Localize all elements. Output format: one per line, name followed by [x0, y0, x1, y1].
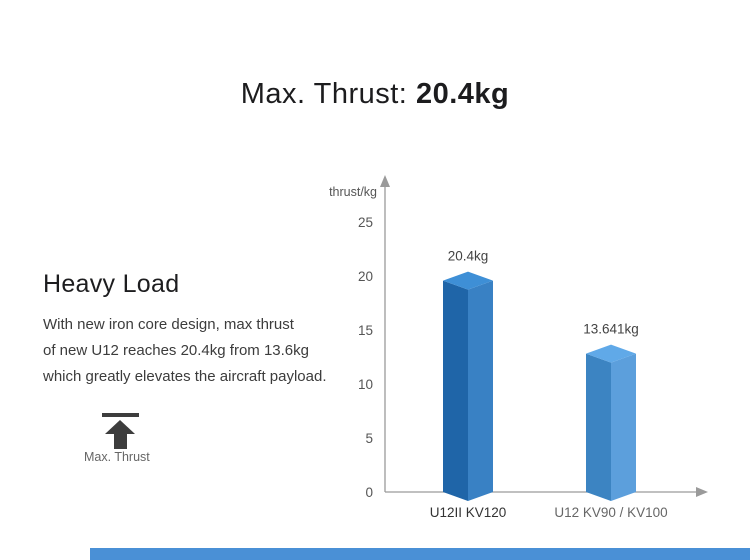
bar-category-label: U12II KV120	[430, 505, 507, 520]
y-tick-label: 5	[365, 431, 373, 446]
bar-top-face	[443, 271, 493, 290]
y-tick-label: 15	[358, 323, 373, 338]
bar-right-face	[468, 280, 493, 501]
y-tick-label: 10	[358, 377, 373, 392]
bar-top-face	[586, 344, 636, 363]
bar-category-label: U12 KV90 / KV100	[554, 505, 667, 520]
icon-arrow-stem	[114, 433, 127, 449]
bar-left-face	[586, 353, 611, 501]
title-regular: Max. Thrust:	[240, 78, 416, 110]
bar-value-label: 20.4kg	[448, 249, 489, 264]
footer-accent-bar	[90, 548, 750, 560]
section-body: With new iron core design, max thrust of…	[43, 312, 373, 390]
body-line-2: of new U12 reaches 20.4kg from 13.6kg	[43, 342, 309, 359]
body-line-1: With new iron core design, max thrust	[43, 316, 294, 333]
page-title: Max. Thrust: 20.4kg	[0, 78, 750, 111]
y-axis-title: thrust/kg	[329, 185, 377, 199]
max-thrust-icon-label: Max. Thrust	[84, 450, 150, 464]
x-axis-arrow	[696, 487, 708, 497]
y-tick-label: 20	[358, 269, 373, 284]
title-bold-value: 20.4kg	[415, 78, 510, 110]
body-line-3: which greatly elevates the aircraft payl…	[43, 368, 327, 385]
max-thrust-arrow-icon	[102, 413, 139, 449]
bar-right-face	[611, 353, 636, 501]
icon-arrow-head	[105, 420, 135, 434]
section-heading: Heavy Load	[43, 270, 180, 298]
icon-top-bar	[102, 413, 139, 417]
y-tick-label: 0	[365, 485, 373, 500]
y-tick-label: 25	[358, 215, 373, 230]
bar-value-label: 13.641kg	[583, 322, 639, 337]
y-axis-arrow	[380, 175, 390, 187]
bar-left-face	[443, 280, 468, 501]
